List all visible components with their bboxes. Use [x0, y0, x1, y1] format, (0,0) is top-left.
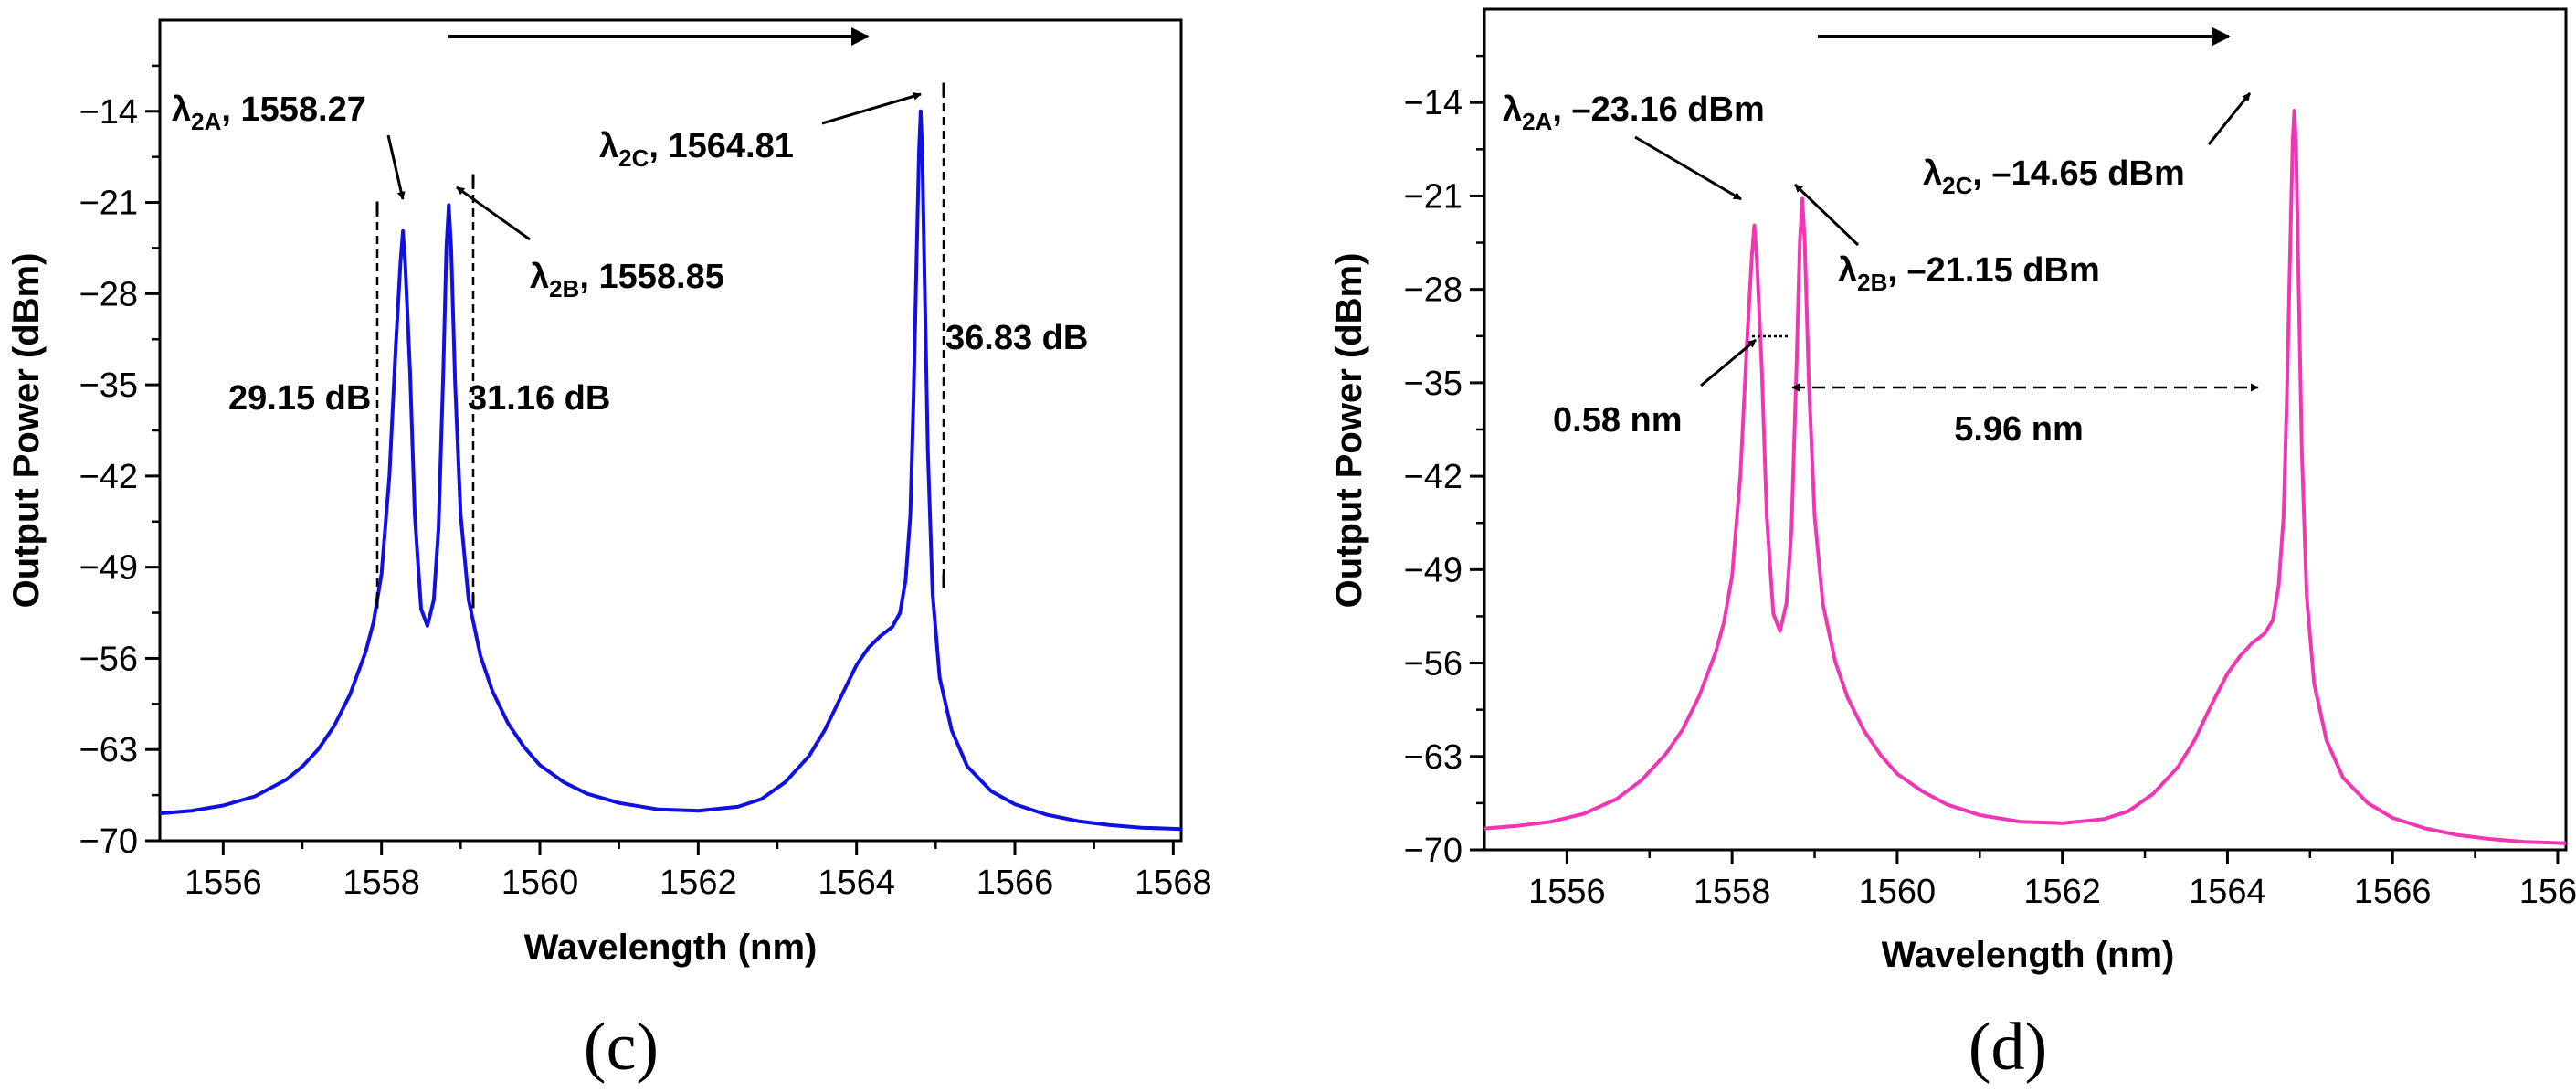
depth-label-b-c: 31.16 dB [468, 379, 610, 418]
y-tick-label: −49 [1404, 551, 1462, 589]
peak-arrow-c-d [2207, 92, 2252, 145]
peak-label-b-c: λ2B, 1558.85 [530, 258, 724, 302]
peak-label-c-c: λ2C, 1564.81 [599, 127, 794, 172]
y-axis-title-d: Output Power (dBm) [1329, 253, 1369, 609]
x-axis-title-c: Wavelength (nm) [524, 928, 818, 968]
peak-label-a-d: λ2A, –23.16 dBm [1503, 90, 1765, 135]
spectrum-line-d [1483, 109, 2567, 845]
x-tick-label: 1564 [818, 864, 895, 902]
peak-arrow-a-d [1634, 135, 1742, 201]
x-tick-label: 1558 [1694, 873, 1771, 911]
tick-marks-c [145, 64, 1175, 855]
x-tick-label: 1568 [1135, 864, 1212, 902]
tick-marks-d [1470, 54, 2560, 864]
chart-panel-d: 1556 1558 1560 1562 1564 1566 1568 −14 −21 −28 −3… [1329, 7, 2576, 1085]
y-tick-labels-c: −14 −21 −28 −35 −42 −49 −56 −63 −70 [79, 93, 138, 861]
y-tick-label: −70 [79, 822, 138, 861]
x-tick-label: 1562 [660, 864, 737, 902]
x-tick-label: 1556 [1528, 873, 1606, 911]
spectrum-line-c [159, 109, 1182, 832]
x-tick-label: 1556 [185, 864, 262, 902]
y-tick-label: −14 [1404, 84, 1462, 122]
x-tick-labels-d: 1556 1558 1560 1562 1564 1566 1568 [1528, 873, 2576, 911]
y-tick-label: −42 [79, 458, 138, 496]
y-tick-label: −14 [79, 93, 138, 132]
y-tick-labels-d: −14 −21 −28 −35 −42 −49 −56 −63 −70 [1404, 84, 1462, 870]
depth-label-a-c: 29.15 dB [228, 379, 371, 418]
x-tick-label: 1558 [343, 864, 420, 902]
peak-arrow-c-c [821, 91, 922, 125]
peak-arrow-a-c [386, 134, 406, 200]
y-tick-label: −49 [79, 549, 138, 588]
y-tick-label: −28 [1404, 271, 1462, 310]
y-tick-label: −56 [1404, 645, 1462, 684]
caption-d: (d) [1969, 1010, 2047, 1085]
y-axis-title-c: Output Power (dBm) [6, 253, 47, 609]
x-tick-label: 1560 [1859, 873, 1937, 911]
peak-arrow-b-d [1793, 183, 1860, 247]
caption-c: (c) [584, 1010, 659, 1085]
y-tick-label: −63 [1404, 738, 1462, 777]
y-tick-label: −21 [79, 185, 138, 223]
x-tick-label: 1566 [2354, 873, 2432, 911]
x-tick-label: 1566 [977, 864, 1054, 902]
y-tick-label: −63 [79, 731, 138, 769]
y-tick-label: −28 [79, 275, 138, 313]
x-tick-label: 1568 [2519, 873, 2576, 911]
spacing-label-ab-d: 0.58 nm [1553, 401, 1683, 440]
y-tick-label: −70 [1404, 832, 1462, 870]
x-axis-title-d: Wavelength (nm) [1882, 935, 2175, 975]
peak-arrow-b-c [456, 186, 531, 241]
y-tick-label: −21 [1404, 177, 1462, 216]
x-tick-label: 1562 [2023, 873, 2101, 911]
peak-label-b-d: λ2B, –21.15 dBm [1838, 251, 2100, 296]
depth-label-c-c: 36.83 dB [945, 319, 1088, 357]
x-tick-labels-c: 1556 1558 1560 1562 1564 1566 1568 [185, 864, 1212, 902]
peak-label-c-d: λ2C, –14.65 dBm [1923, 154, 2185, 199]
x-tick-label: 1564 [2189, 873, 2266, 911]
x-tick-label: 1560 [501, 864, 579, 902]
y-tick-label: −35 [79, 366, 138, 405]
chart-panel-c: 1556 1558 1560 1562 1564 1566 1568 −14 −21 −28 −3… [6, 18, 1212, 1085]
y-tick-label: −56 [79, 640, 138, 678]
peak-label-a-c: λ2A, 1558.27 [172, 90, 366, 135]
y-tick-label: −35 [1404, 365, 1462, 403]
y-tick-label: −42 [1404, 458, 1462, 496]
spacing-label-bc-d: 5.96 nm [1954, 410, 2084, 449]
spacing-arrow-ab-d [1700, 338, 1757, 387]
